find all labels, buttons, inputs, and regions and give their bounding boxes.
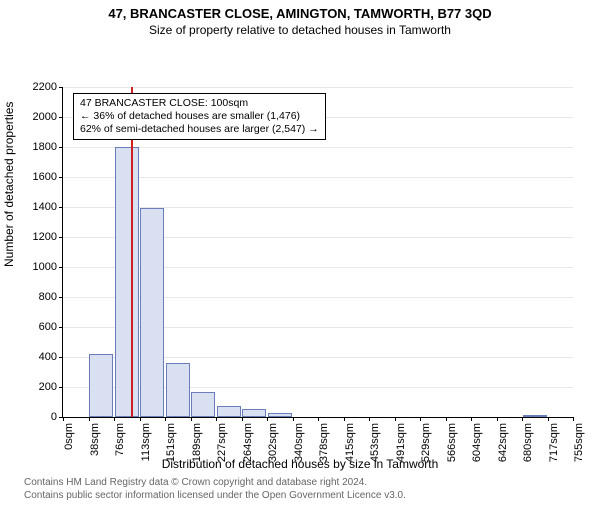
chart-container: Number of detached properties 0200400600… [0,37,600,467]
xtick-label: 38sqm [89,423,101,456]
xtick-label: 755sqm [573,423,585,462]
histogram-bar [191,392,215,418]
ytick-label: 1200 [33,231,57,243]
xtick-label: 76sqm [114,423,126,456]
ytick-label: 2200 [33,81,57,93]
ytick-label: 1800 [33,141,57,153]
xtick-mark [114,417,115,421]
y-axis-label: Number of detached properties [2,102,16,267]
xtick-mark [267,417,268,421]
histogram-bar [140,208,164,417]
histogram-bar [115,147,139,417]
info-box-line: ← 36% of detached houses are smaller (1,… [80,110,319,123]
ytick-label: 200 [39,381,57,393]
histogram-bar [268,413,292,418]
footer-line2: Contains public sector information licen… [24,490,600,503]
xtick-mark [242,417,243,421]
histogram-bar [523,415,547,417]
xtick-label: 113sqm [140,423,152,461]
ytick-mark [59,327,63,328]
ytick-label: 800 [39,291,57,303]
ytick-label: 600 [39,321,57,333]
xtick-label: 227sqm [216,423,228,462]
ytick-mark [59,237,63,238]
xtick-label: 264sqm [242,423,254,462]
ytick-mark [59,117,63,118]
title-sub: Size of property relative to detached ho… [0,23,600,37]
ytick-label: 0 [51,411,57,423]
xtick-mark [497,417,498,421]
ytick-mark [59,357,63,358]
gridline [63,87,573,88]
histogram-bar [166,363,190,417]
info-box-line: 62% of semi-detached houses are larger (… [80,123,319,136]
ytick-label: 1400 [33,201,57,213]
ytick-label: 1600 [33,171,57,183]
footer-line1: Contains HM Land Registry data © Crown c… [24,477,600,490]
title-address: 47, BRANCASTER CLOSE, AMINGTON, TAMWORTH… [0,6,600,21]
histogram-bar [217,406,241,417]
xtick-label: 529sqm [420,423,432,462]
xtick-label: 680sqm [522,423,534,462]
ytick-mark [59,147,63,148]
ytick-mark [59,267,63,268]
xtick-label: 0sqm [63,423,75,450]
xtick-mark [216,417,217,421]
xtick-mark [165,417,166,421]
xtick-label: 604sqm [471,423,483,462]
ytick-label: 2000 [33,111,57,123]
gridline [63,147,573,148]
ytick-label: 1000 [33,261,57,273]
info-box: 47 BRANCASTER CLOSE: 100sqm← 36% of deta… [73,93,326,140]
xtick-mark [573,417,574,421]
xtick-mark [191,417,192,421]
xtick-mark [522,417,523,421]
ytick-mark [59,177,63,178]
gridline [63,177,573,178]
xtick-label: 378sqm [318,423,330,462]
xtick-mark [471,417,472,421]
xtick-label: 151sqm [165,423,177,462]
ytick-mark [59,207,63,208]
xtick-mark [63,417,64,421]
xtick-mark [446,417,447,421]
xtick-label: 491sqm [395,423,407,462]
plot-area: 0200400600800100012001400160018002000220… [62,87,573,418]
ytick-mark [59,297,63,298]
xtick-mark [344,417,345,421]
info-box-line: 47 BRANCASTER CLOSE: 100sqm [80,97,319,110]
ytick-label: 400 [39,351,57,363]
xtick-mark [395,417,396,421]
xtick-mark [318,417,319,421]
xtick-mark [293,417,294,421]
xtick-label: 189sqm [191,423,203,462]
histogram-bar [242,409,266,417]
xtick-label: 415sqm [344,423,356,462]
xtick-mark [89,417,90,421]
xtick-mark [548,417,549,421]
histogram-bar [89,354,113,417]
ytick-mark [59,87,63,88]
ytick-mark [59,387,63,388]
xtick-label: 453sqm [369,423,381,462]
xtick-label: 717sqm [548,423,560,462]
xtick-mark [420,417,421,421]
xtick-label: 302sqm [267,423,279,462]
xtick-mark [369,417,370,421]
xtick-label: 642sqm [497,423,509,462]
xtick-label: 566sqm [446,423,458,462]
footer: Contains HM Land Registry data © Crown c… [24,477,600,502]
xtick-mark [140,417,141,421]
xtick-label: 340sqm [293,423,305,462]
